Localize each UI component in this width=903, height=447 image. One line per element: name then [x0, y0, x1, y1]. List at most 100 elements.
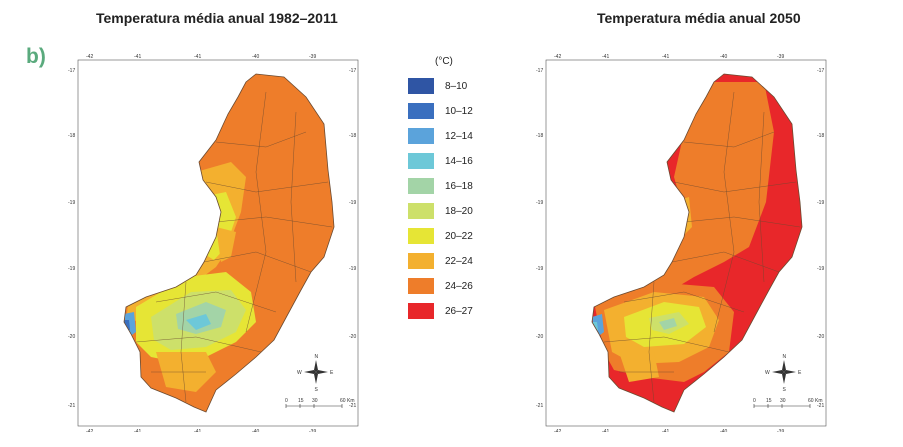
svg-text:E: E: [330, 370, 334, 376]
svg-text:60: 60: [808, 398, 814, 404]
legend-unit: (°C): [435, 56, 453, 67]
map-1982-2011: -42 -41 -41 -40 -39 -42 -41 -41 -40 -39 …: [68, 54, 359, 432]
legend-swatch: [408, 303, 434, 319]
temperature-field: [124, 74, 334, 412]
svg-text:N: N: [315, 354, 319, 360]
legend-label: 14–16: [445, 156, 473, 167]
svg-text:-41: -41: [194, 54, 201, 60]
lon-ticks-bottom: -42 -41 -41 -40 -39: [554, 429, 784, 432]
svg-text:-20: -20: [817, 334, 824, 340]
svg-text:W: W: [297, 370, 302, 376]
legend-swatch: [408, 178, 434, 194]
svg-text:-17: -17: [536, 68, 543, 74]
legend-swatch: [408, 128, 434, 144]
svg-text:-40: -40: [720, 429, 727, 432]
map-frame: [77, 59, 359, 427]
svg-text:15: 15: [766, 398, 772, 404]
svg-text:N: N: [783, 354, 787, 360]
svg-text:-42: -42: [554, 429, 561, 432]
legend-label: 16–18: [445, 181, 473, 192]
svg-text:-19: -19: [349, 266, 356, 272]
svg-text:-18: -18: [68, 133, 75, 139]
svg-text:-41: -41: [134, 54, 141, 60]
legend-swatch: [408, 228, 434, 244]
map-title-left: Temperatura média anual 1982–2011: [96, 10, 338, 26]
svg-text:-19: -19: [536, 200, 543, 206]
legend-swatch: [408, 153, 434, 169]
svg-text:-21: -21: [68, 403, 75, 409]
svg-text:-40: -40: [252, 429, 259, 432]
lon-ticks-top: -42 -41 -41 -40 -39: [86, 54, 316, 60]
legend-label: 8–10: [445, 81, 468, 92]
svg-text:-41: -41: [194, 429, 201, 432]
svg-text:-39: -39: [309, 54, 316, 60]
svg-text:-41: -41: [662, 54, 669, 60]
svg-text:30: 30: [312, 398, 318, 404]
svg-text:15: 15: [298, 398, 304, 404]
svg-text:-19: -19: [817, 266, 824, 272]
lat-ticks-right: -17 -18 -19 -19 -20 -21: [817, 68, 824, 409]
svg-text:-41: -41: [602, 54, 609, 60]
svg-text:-18: -18: [817, 133, 824, 139]
svg-text:-20: -20: [536, 334, 543, 340]
svg-text:-20: -20: [68, 334, 75, 340]
svg-text:-41: -41: [134, 429, 141, 432]
legend-label: 24–26: [445, 281, 473, 292]
svg-text:-21: -21: [349, 403, 356, 409]
lat-ticks-left: -17 -18 -19 -19 -20 -21: [68, 68, 75, 409]
legend-swatch: [408, 203, 434, 219]
svg-text:0: 0: [753, 398, 756, 404]
svg-text:-42: -42: [86, 54, 93, 60]
legend-swatch: [408, 78, 434, 94]
legend-label: 22–24: [445, 256, 473, 267]
svg-text:S: S: [783, 387, 787, 393]
compass-rose-icon: N S E W: [765, 354, 802, 393]
svg-text:-40: -40: [252, 54, 259, 60]
svg-text:Km: Km: [347, 398, 355, 404]
state-outline: [123, 73, 335, 413]
svg-text:-21: -21: [817, 403, 824, 409]
svg-text:-19: -19: [349, 200, 356, 206]
legend-swatch: [408, 253, 434, 269]
svg-text:-17: -17: [68, 68, 75, 74]
svg-text:-21: -21: [536, 403, 543, 409]
svg-text:-42: -42: [554, 54, 561, 60]
municipal-boundaries: [135, 91, 333, 403]
municipal-boundaries: [603, 91, 801, 403]
svg-text:W: W: [765, 370, 770, 376]
svg-text:-19: -19: [68, 200, 75, 206]
legend-label: 26–27: [445, 306, 473, 317]
svg-text:-19: -19: [536, 266, 543, 272]
legend-label: 20–22: [445, 231, 473, 242]
temperature-field: [592, 74, 802, 412]
scale-bar: 0 15 30 60 Km: [285, 398, 355, 408]
panel-label: b): [26, 45, 46, 68]
map-frame: [545, 59, 827, 427]
svg-text:Km: Km: [815, 398, 823, 404]
state-outline: [591, 73, 803, 413]
svg-text:-39: -39: [777, 429, 784, 432]
svg-text:-17: -17: [817, 68, 824, 74]
svg-text:30: 30: [780, 398, 786, 404]
svg-text:-19: -19: [817, 200, 824, 206]
legend-swatch: [408, 278, 434, 294]
map-title-right: Temperatura média anual 2050: [597, 10, 801, 26]
svg-text:-20: -20: [349, 334, 356, 340]
lat-ticks-left: -17 -18 -19 -19 -20 -21: [536, 68, 543, 409]
legend-label: 18–20: [445, 206, 473, 217]
svg-text:-18: -18: [536, 133, 543, 139]
svg-text:S: S: [315, 387, 319, 393]
svg-text:-42: -42: [86, 429, 93, 432]
svg-text:-39: -39: [309, 429, 316, 432]
scale-bar: 0 15 30 60 Km: [753, 398, 823, 408]
svg-text:E: E: [798, 370, 802, 376]
svg-text:-39: -39: [777, 54, 784, 60]
svg-text:0: 0: [285, 398, 288, 404]
lat-ticks-right: -17 -18 -19 -19 -20 -21: [349, 68, 356, 409]
svg-text:-40: -40: [720, 54, 727, 60]
lon-ticks-bottom: -42 -41 -41 -40 -39: [86, 429, 316, 432]
lon-ticks-top: -42 -41 -41 -40 -39: [554, 54, 784, 60]
legend-label: 10–12: [445, 106, 473, 117]
svg-text:-41: -41: [662, 429, 669, 432]
svg-text:-17: -17: [349, 68, 356, 74]
